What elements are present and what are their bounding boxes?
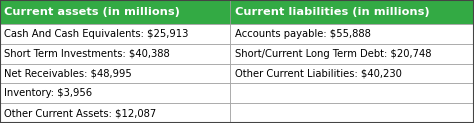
Text: Other Current Liabilities: $40,230: Other Current Liabilities: $40,230 bbox=[235, 69, 402, 78]
Bar bbox=[0, 24, 230, 44]
Bar bbox=[230, 24, 474, 44]
Bar bbox=[230, 83, 474, 103]
Bar bbox=[230, 44, 474, 64]
Bar bbox=[0, 44, 230, 64]
Text: Net Receivables: $48,995: Net Receivables: $48,995 bbox=[4, 69, 132, 78]
Bar bbox=[0, 64, 230, 83]
Bar bbox=[0, 103, 230, 123]
Text: Cash And Cash Equivalents: $25,913: Cash And Cash Equivalents: $25,913 bbox=[4, 29, 188, 39]
Text: Inventory: $3,956: Inventory: $3,956 bbox=[4, 88, 92, 98]
Text: Short Term Investments: $40,388: Short Term Investments: $40,388 bbox=[4, 49, 170, 59]
Bar bbox=[0, 83, 230, 103]
Bar bbox=[230, 0, 474, 24]
Bar bbox=[230, 64, 474, 83]
Bar bbox=[0, 0, 230, 24]
Text: Current assets (in millions): Current assets (in millions) bbox=[4, 7, 180, 17]
Text: Short/Current Long Term Debt: $20,748: Short/Current Long Term Debt: $20,748 bbox=[235, 49, 432, 59]
Bar bbox=[230, 103, 474, 123]
Text: Current liabilities (in millions): Current liabilities (in millions) bbox=[235, 7, 430, 17]
Text: Accounts payable: $55,888: Accounts payable: $55,888 bbox=[235, 29, 371, 39]
Text: Other Current Assets: $12,087: Other Current Assets: $12,087 bbox=[4, 108, 156, 118]
